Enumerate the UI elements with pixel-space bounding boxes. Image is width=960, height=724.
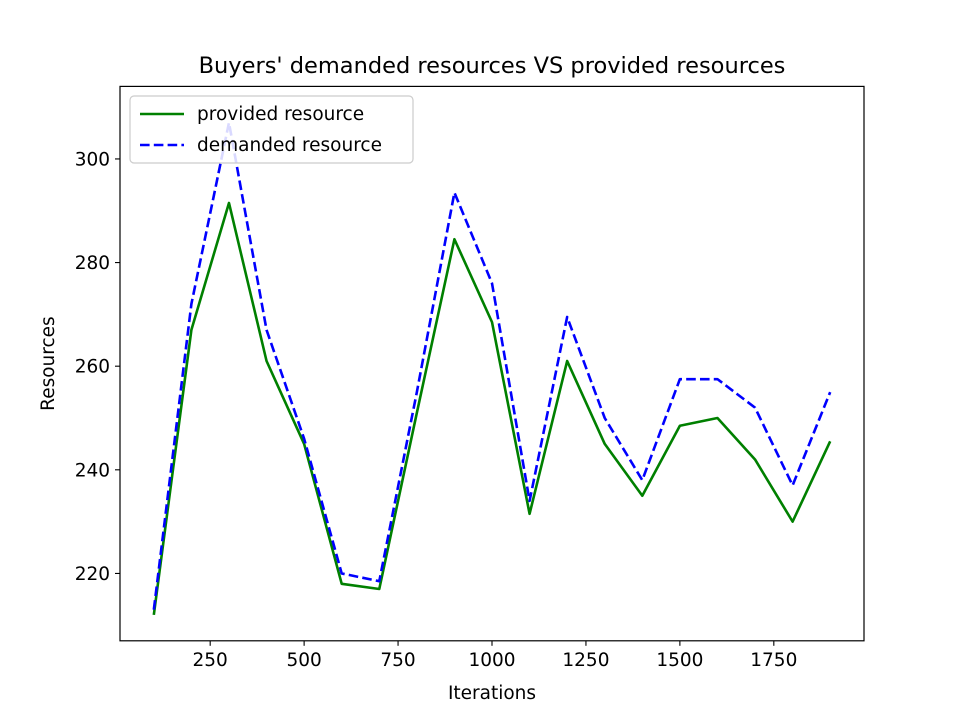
legend-label-demanded: demanded resource xyxy=(197,135,382,156)
y-tick-label: 260 xyxy=(75,357,110,378)
chart-title: Buyers' demanded resources VS provided r… xyxy=(199,53,786,79)
series-line-provided xyxy=(152,201,832,616)
y-tick-label: 300 xyxy=(75,149,110,170)
y-axis-ticks: 220 240 260 280 300 xyxy=(75,149,120,585)
y-tick-label: 240 xyxy=(75,460,110,481)
series-layer xyxy=(152,121,832,616)
x-tick-label: 1250 xyxy=(562,650,609,671)
x-tick-label: 750 xyxy=(380,650,415,671)
x-tick-label: 250 xyxy=(193,650,228,671)
x-axis-label: Iterations xyxy=(448,683,536,704)
x-tick-label: 1750 xyxy=(750,650,797,671)
y-axis-label: Resources xyxy=(38,316,59,410)
y-tick-label: 280 xyxy=(75,253,110,274)
x-tick-label: 500 xyxy=(286,650,321,671)
legend: provided resource demanded resource xyxy=(129,95,414,164)
x-tick-label: 1000 xyxy=(468,650,515,671)
legend-box xyxy=(129,95,414,164)
x-tick-label: 1500 xyxy=(656,650,703,671)
series-line-demanded xyxy=(152,121,832,610)
y-tick-label: 220 xyxy=(75,564,110,585)
plot-area: 250 500 750 1000 1250 1500 1750 220 240 260 280 30… xyxy=(75,85,865,671)
x-axis-ticks: 250 500 750 1000 1250 1500 1750 xyxy=(193,640,797,671)
legend-label-provided: provided resource xyxy=(197,104,364,125)
